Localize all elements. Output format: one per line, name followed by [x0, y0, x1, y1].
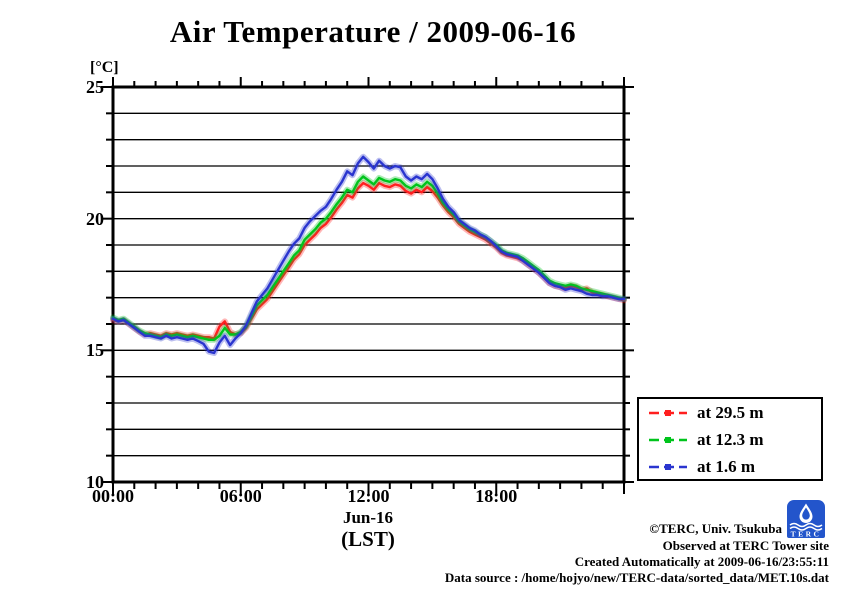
series-halo-at-12-3-m — [110, 173, 627, 343]
legend-item-label: at 29.5 m — [697, 402, 764, 422]
x-axis-tick-label: 18:00 — [475, 486, 518, 506]
terc-logo-icon: TERC — [786, 500, 826, 539]
legend-key-icon — [649, 409, 687, 416]
series-halo-at-29-5-m — [110, 180, 627, 342]
x-axis-date-label: Jun-16 — [342, 508, 394, 527]
legend-box: at 29.5 m at 12.3 m at 1.6 m — [637, 397, 823, 481]
terc-logo-text: TERC — [791, 530, 822, 539]
y-axis-unit-label: [°C] — [90, 59, 119, 76]
data-source-text: Data source : /home/hojyo/new/TERC-data/… — [444, 570, 829, 585]
created-timestamp-text: Created Automatically at 2009-06-16/23:5… — [574, 554, 829, 569]
legend-item: at 12.3 m — [639, 426, 821, 453]
series-line-at-1-6-m — [111, 155, 626, 355]
copyright-text: ©TERC, Univ. Tsukuba — [649, 521, 782, 536]
legend-key-icon — [649, 463, 687, 470]
x-axis-lst-label: (LST) — [341, 527, 395, 551]
series-line-at-29-5-m — [111, 181, 626, 340]
x-axis-tick-label: 12:00 — [347, 486, 390, 506]
x-axis-tick-label: 06:00 — [219, 486, 262, 506]
x-axis-tick-label: 00:00 — [92, 486, 134, 506]
legend-item: at 1.6 m — [639, 453, 821, 480]
legend-item-label: at 1.6 m — [697, 456, 756, 476]
y-axis-tick-label: 15 — [86, 340, 104, 361]
y-axis-tick-label: 10 — [86, 472, 104, 492]
legend-key-icon — [649, 436, 687, 443]
observed-site-text: Observed at TERC Tower site — [662, 538, 829, 553]
chart-title: Air Temperature / 2009-06-16 — [169, 14, 577, 49]
y-axis-tick-label: 25 — [86, 77, 104, 97]
legend-item-label: at 12.3 m — [697, 429, 764, 449]
series-line-at-12-3-m — [111, 175, 626, 341]
y-axis-tick-label: 20 — [86, 208, 104, 229]
legend-item: at 29.5 m — [639, 399, 821, 426]
